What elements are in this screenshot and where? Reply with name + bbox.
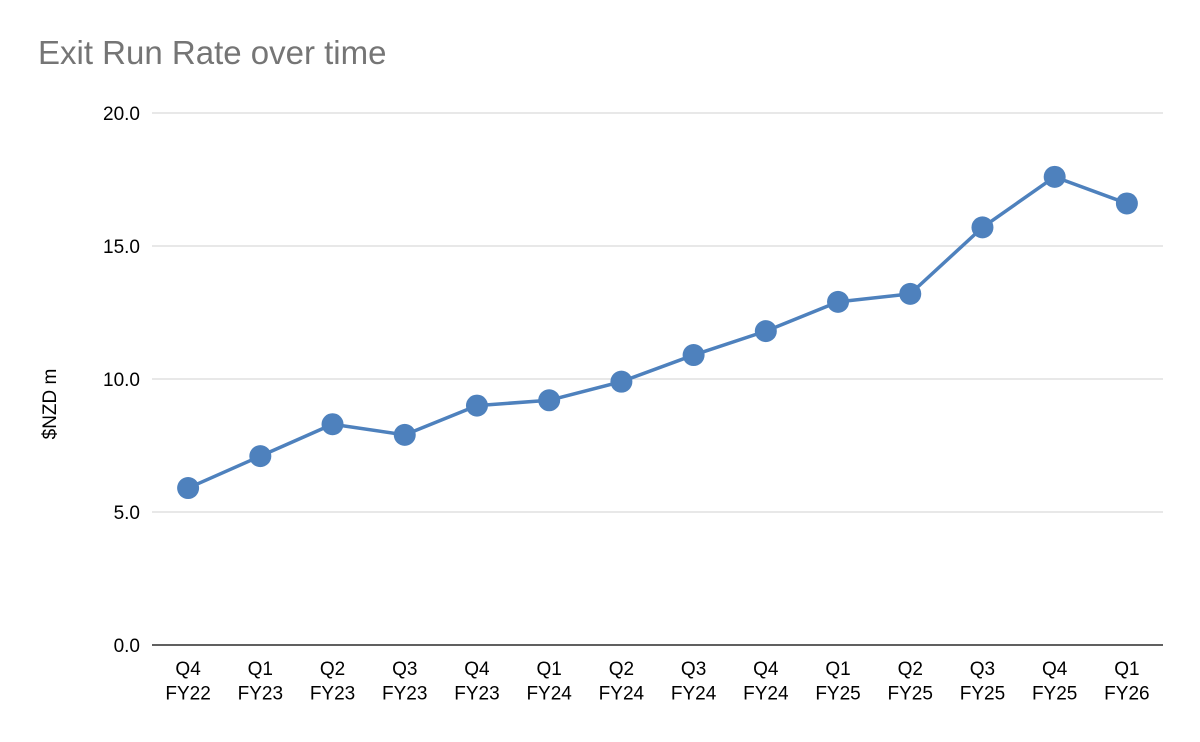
x-tick-label-line: FY25 bbox=[1032, 684, 1077, 705]
data-point bbox=[465, 394, 488, 417]
x-tick-label-line: FY23 bbox=[310, 684, 355, 705]
x-tick-label-line: Q2 bbox=[609, 659, 634, 680]
data-point bbox=[177, 477, 200, 500]
data-point bbox=[538, 389, 561, 412]
x-tick-label: Q4 FY22 bbox=[165, 659, 210, 705]
data-point bbox=[827, 290, 850, 313]
data-point bbox=[249, 445, 272, 468]
data-point bbox=[971, 216, 994, 239]
x-tick-label-line: Q4 bbox=[1042, 659, 1068, 680]
data-point bbox=[610, 370, 633, 393]
x-tick-label-line: FY24 bbox=[526, 684, 572, 705]
data-point bbox=[393, 423, 416, 446]
x-tick-label-line: Q3 bbox=[970, 659, 995, 680]
y-tick-label: 0.0 bbox=[114, 636, 140, 657]
x-tick-label-line: FY23 bbox=[238, 684, 283, 705]
chart-title: Exit Run Rate over time bbox=[38, 34, 387, 71]
x-tick-label-line: Q1 bbox=[1114, 659, 1139, 680]
x-tick-label-line: FY25 bbox=[815, 684, 860, 705]
y-axis-label: $NZD m bbox=[40, 369, 61, 440]
x-tick-label-line: FY26 bbox=[1104, 684, 1149, 705]
x-tick-label-line: Q4 bbox=[175, 659, 201, 680]
series-line bbox=[187, 175, 1128, 490]
x-tick-label-line: Q1 bbox=[248, 659, 273, 680]
x-tick-label-line: Q2 bbox=[898, 659, 923, 680]
x-tick-label: Q1 FY25 bbox=[815, 659, 860, 705]
x-tick-label-line: FY25 bbox=[888, 684, 933, 705]
x-tick-label: Q4 FY24 bbox=[743, 659, 789, 705]
x-tick-label: Q3 FY25 bbox=[960, 659, 1005, 705]
x-tick-label: Q3 FY24 bbox=[671, 659, 717, 705]
x-tick-label-line: FY23 bbox=[454, 684, 499, 705]
x-tick-label-line: FY22 bbox=[165, 684, 210, 705]
data-point bbox=[682, 344, 705, 367]
x-tick-label: Q2 FY23 bbox=[310, 659, 355, 705]
x-tick-label-line: FY24 bbox=[671, 684, 717, 705]
x-tick-label-line: Q2 bbox=[320, 659, 345, 680]
data-point bbox=[321, 413, 344, 436]
x-tick-label-line: FY24 bbox=[743, 684, 789, 705]
x-tick-label-line: Q1 bbox=[536, 659, 561, 680]
y-tick-label: 15.0 bbox=[103, 237, 140, 258]
x-tick-label: Q2 FY25 bbox=[888, 659, 933, 705]
x-tick-label: Q1 FY24 bbox=[526, 659, 572, 705]
x-tick-label: Q4 FY23 bbox=[454, 659, 499, 705]
x-tick-label-line: FY25 bbox=[960, 684, 1005, 705]
data-point bbox=[1115, 192, 1138, 215]
x-tick-label-line: FY23 bbox=[382, 684, 427, 705]
x-tick-label-line: Q3 bbox=[392, 659, 417, 680]
x-tick-label-line: Q1 bbox=[825, 659, 850, 680]
x-tick-label-line: Q4 bbox=[464, 659, 490, 680]
x-tick-label: Q1 FY23 bbox=[238, 659, 283, 705]
x-tick-label: Q2 FY24 bbox=[599, 659, 645, 705]
y-tick-label: 10.0 bbox=[103, 370, 140, 391]
x-tick-label-line: FY24 bbox=[599, 684, 645, 705]
y-tick-label: 5.0 bbox=[114, 503, 140, 524]
data-point bbox=[754, 320, 777, 343]
x-tick-label-line: Q3 bbox=[681, 659, 706, 680]
data-point bbox=[899, 282, 922, 305]
x-tick-label-line: Q4 bbox=[753, 659, 779, 680]
x-tick-label: Q1 FY26 bbox=[1104, 659, 1149, 705]
y-tick-label: 20.0 bbox=[103, 104, 140, 125]
x-tick-label: Q3 FY23 bbox=[382, 659, 427, 705]
x-tick-label: Q4 FY25 bbox=[1032, 659, 1077, 705]
data-point bbox=[1043, 165, 1066, 188]
